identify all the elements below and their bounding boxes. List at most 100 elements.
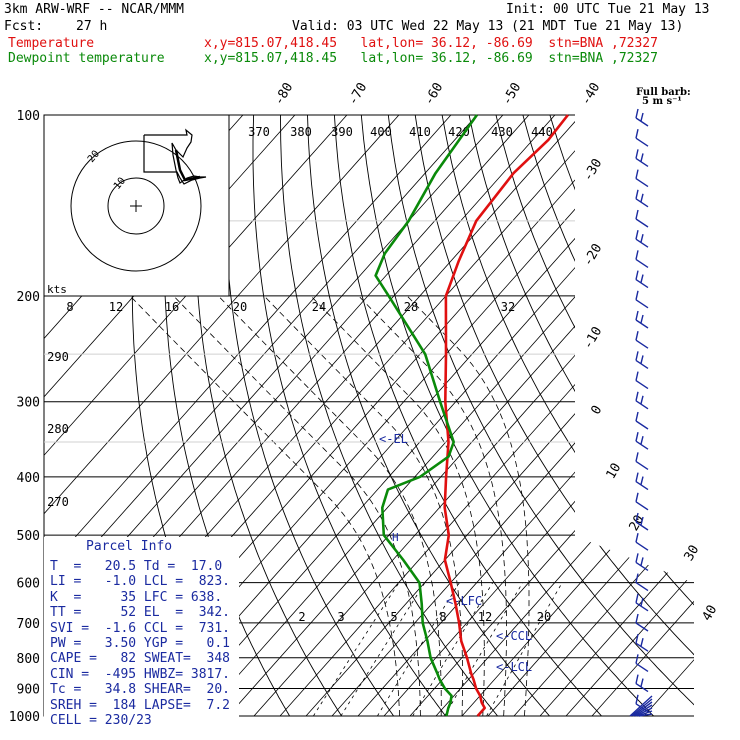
isotherm-extra xyxy=(435,115,694,716)
isotherm-extra xyxy=(44,115,452,716)
isotherm-label-40: 40 xyxy=(700,603,721,624)
wind-barb xyxy=(635,492,649,511)
mixing-ratio-label-2: 2 xyxy=(298,610,305,624)
isotherm--30 xyxy=(201,115,694,716)
pressure-tick-700: 700 xyxy=(17,617,40,632)
pressure-tick-600: 600 xyxy=(17,577,40,592)
barb-scale-units: 5 m s⁻¹ xyxy=(642,96,682,107)
legend-temperature-info: x,y=815.07,418.45 lat,lon= 36.12, -86.69… xyxy=(204,36,658,51)
wind-barb xyxy=(635,250,649,268)
hodograph-ring-20 xyxy=(70,140,202,272)
dry-adiabat xyxy=(333,115,602,716)
wind-barb xyxy=(635,674,649,693)
wind-barb xyxy=(635,654,649,672)
parcel-info-row: CIN = -495 HWBZ= 3817. xyxy=(50,666,231,682)
wind-speed-label-24: 24 xyxy=(312,300,326,314)
wind-barb xyxy=(635,310,649,329)
theta-label-380: 380 xyxy=(290,125,312,139)
isotherm-extra xyxy=(383,115,694,716)
hodograph-units: kts xyxy=(47,283,67,296)
wind-barb xyxy=(635,351,649,369)
isotherm-label--50: -50 xyxy=(500,80,525,108)
theta-label-370: 370 xyxy=(248,125,270,139)
isotherm-extra xyxy=(44,115,348,716)
isotherm-extra xyxy=(643,115,694,716)
forecast-label: Fcst: xyxy=(4,19,44,34)
hodograph-ring-10 xyxy=(107,177,165,235)
wind-barb xyxy=(635,209,649,228)
isotherm-label-10: 10 xyxy=(604,461,625,482)
mixing-ratio-label-3: 3 xyxy=(337,610,344,624)
hail-marker: H xyxy=(392,531,399,544)
parcel-info-row: PW = 3.50 YGP = 0.1 xyxy=(50,636,231,651)
dry-adiabat xyxy=(522,115,694,716)
pressure-tick-1000: 1000 xyxy=(9,710,40,725)
theta-label-440: 440 xyxy=(531,125,553,139)
isotherm-20 xyxy=(461,115,694,716)
theta-dry-label-290: 290 xyxy=(47,350,69,364)
theta-dry-label-280: 280 xyxy=(47,422,69,436)
theta-label-400: 400 xyxy=(370,125,392,139)
isotherm-label--60: -60 xyxy=(422,80,447,108)
isotherm-extra xyxy=(44,115,400,716)
dry-adiabat xyxy=(468,115,694,716)
wind-barb xyxy=(635,331,649,349)
pressure-tick-200: 200 xyxy=(17,290,40,305)
model-title: 3km ARW-WRF -- NCAR/MMM xyxy=(4,2,185,17)
wind-barb xyxy=(635,270,649,289)
init-time: Init: 00 UTC Tue 21 May 13 xyxy=(506,2,710,17)
dry-adiabat xyxy=(657,115,694,716)
wind-barb-surface xyxy=(631,698,653,717)
isotherm--10 xyxy=(305,115,694,716)
isotherm-label--40: -40 xyxy=(579,80,604,108)
wind-barb-surface xyxy=(635,707,653,717)
legend-temperature: Temperature xyxy=(8,36,95,51)
parcel-info-row: T = 20.5 Td = 17.0 xyxy=(50,559,223,574)
isotherm-extra xyxy=(487,115,694,716)
pressure-tick-500: 500 xyxy=(17,529,40,544)
parcel-info-row: CAPE = 82 SWEAT= 348 xyxy=(50,651,231,667)
mixing-ratio-line xyxy=(377,582,460,716)
isotherm-label--80: -80 xyxy=(272,80,297,108)
wind-speed-label-20: 20 xyxy=(233,300,247,314)
wind-barb xyxy=(635,371,649,390)
wind-barb xyxy=(635,432,649,450)
wind-barb xyxy=(635,573,649,592)
parcel-info-row: SREH = 184 LAPSE= 7.2 xyxy=(50,697,231,713)
wind-barb xyxy=(635,533,649,551)
level-marker-el: <-EL xyxy=(379,432,408,446)
pressure-tick-800: 800 xyxy=(17,652,40,667)
isotherm-label--10: -10 xyxy=(581,324,606,352)
isotherm-label-0: 0 xyxy=(589,403,606,417)
parcel-info-row: TT = 52 EL = 342. xyxy=(50,605,231,621)
forecast-hours: 27 h xyxy=(76,19,108,34)
parcel-info-row: Tc = 34.8 SHEAR= 20. xyxy=(50,682,231,698)
isotherm-40 xyxy=(565,115,694,716)
wind-barb xyxy=(635,472,649,491)
theta-dry-label-270: 270 xyxy=(47,495,69,509)
wind-barb-surface xyxy=(632,701,653,717)
mixing-ratio-label-20: 20 xyxy=(537,610,551,624)
wind-barb xyxy=(635,512,649,531)
legend-dewpoint: Dewpoint temperature xyxy=(8,51,165,66)
theta-label-420: 420 xyxy=(448,125,470,139)
wind-barb xyxy=(635,129,649,147)
wind-barb-surface xyxy=(634,704,653,717)
wind-barb xyxy=(635,189,649,208)
wind-barb xyxy=(635,411,649,430)
wind-speed-label-12: 12 xyxy=(109,300,123,314)
isotherm-extra xyxy=(591,115,694,716)
mixing-ratio-label-8: 8 xyxy=(439,610,446,624)
parcel-info-row: CELL = 230/23 xyxy=(50,713,152,728)
wind-speed-label-8: 8 xyxy=(66,300,73,314)
isotherm-extra xyxy=(279,115,694,716)
wind-speed-label-32: 32 xyxy=(501,300,515,314)
dewpoint-profile xyxy=(374,114,478,717)
dry-adiabat xyxy=(441,115,694,716)
theta-label-430: 430 xyxy=(491,125,513,139)
dry-adiabat xyxy=(223,115,394,716)
isotherm-extra xyxy=(331,115,694,716)
dry-adiabat xyxy=(684,115,694,716)
dry-adiabat xyxy=(712,115,740,716)
